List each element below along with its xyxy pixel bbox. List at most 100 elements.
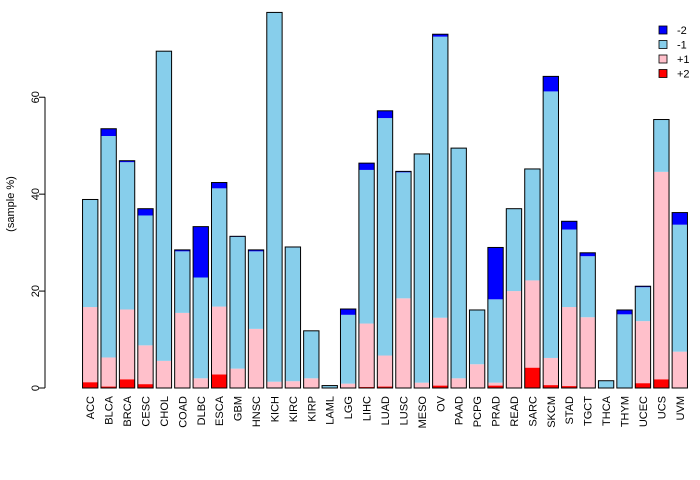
x-tick-label: BLCA: [104, 395, 116, 424]
bar-group-tgct: [579, 252, 596, 389]
bar-segment: [285, 247, 301, 382]
bar-group-dlbc: [192, 226, 209, 389]
bar-group-stad: [561, 220, 578, 389]
x-tick-label: TGCT: [583, 396, 595, 426]
x-tick-label: PRAD: [491, 396, 503, 427]
legend-swatch: [658, 40, 668, 49]
legend-swatch: [658, 25, 668, 35]
bar-segment: [432, 317, 448, 386]
bar-group-brca: [118, 160, 136, 389]
bar-segment: [137, 345, 154, 385]
bar-segment: [100, 128, 117, 136]
y-tick-label: 40: [30, 188, 42, 200]
bar-segment: [119, 160, 135, 163]
bar-segment: [174, 249, 191, 252]
bar-outline: [82, 198, 99, 389]
bar-outline: [247, 249, 265, 389]
bar-segment: [635, 287, 651, 322]
bar-segment: [672, 212, 688, 225]
x-tick-label: CESC: [140, 396, 152, 427]
bar-segment: [193, 226, 209, 278]
x-tick-label: LGG: [343, 396, 355, 419]
bar-segment: [340, 314, 356, 384]
y-axis-label: (sample %): [5, 176, 17, 232]
bar-group-ucec: [634, 285, 652, 389]
bar-segment: [414, 153, 430, 383]
bar-segment: [561, 229, 577, 308]
bar-outline: [118, 160, 136, 389]
bar-outline: [100, 128, 117, 389]
bar-segment: [285, 381, 301, 388]
bar-group-esca: [211, 182, 228, 389]
bar-segment: [543, 385, 559, 388]
bar-outline: [229, 235, 246, 389]
x-tick-label: READ: [509, 396, 521, 427]
bar-segment: [579, 256, 596, 318]
legend-label: -2: [677, 25, 687, 37]
bar-group-thym: [616, 309, 633, 389]
y-axis: 0 20 40 60: [30, 91, 46, 391]
bar-outline: [542, 75, 559, 389]
bar-segment: [137, 384, 154, 388]
y-tick-label: 20: [30, 285, 42, 297]
bar-group-hnsc: [247, 249, 265, 389]
y-tick-label: 60: [30, 91, 42, 103]
bar-segment: [469, 309, 485, 365]
bar-segment: [174, 251, 191, 313]
bar-group-prad: [487, 246, 504, 389]
bar-segment: [672, 351, 688, 388]
x-tick-label: KIRP: [306, 396, 318, 422]
bar-segment: [451, 148, 467, 379]
bar-group-chol: [155, 50, 173, 389]
bar-segment: [487, 247, 504, 300]
bar-segment: [543, 357, 559, 386]
bar-outline: [395, 170, 412, 389]
bar-outline: [616, 309, 633, 389]
bar-group-read: [505, 208, 523, 389]
bar-outline: [597, 380, 615, 389]
bar-segment: [82, 382, 98, 388]
bar-group-lgg: [339, 308, 357, 389]
x-tick-label: SKCM: [546, 396, 558, 428]
bar-group-thca: [597, 380, 615, 389]
bar-segment: [100, 386, 117, 388]
bar-segment: [82, 307, 98, 383]
bar-segment: [358, 169, 375, 324]
bar-segment: [543, 91, 559, 358]
bar-outline: [413, 153, 431, 389]
legend-swatch: [658, 69, 668, 78]
bar-outline: [155, 50, 173, 389]
bar-segment: [303, 378, 319, 388]
bar-group-skcm: [542, 75, 559, 389]
bar-segment: [469, 364, 485, 388]
bar-outline: [137, 208, 154, 389]
bar-outline: [653, 119, 670, 389]
legend-label: +1: [677, 54, 690, 66]
bar-outline: [579, 252, 596, 389]
x-tick-label: SARC: [527, 396, 539, 427]
x-tick-label: CHOL: [159, 396, 171, 427]
x-tick-label: PCPG: [472, 396, 484, 427]
y-tick-label: 0: [30, 385, 42, 391]
bar-segment: [561, 221, 577, 230]
x-tick-label: HNSC: [251, 396, 263, 427]
bar-group-kirc: [284, 246, 302, 389]
bar-outline: [358, 162, 375, 389]
legend-item: +1: [658, 54, 690, 66]
bar-segment: [377, 118, 393, 356]
bar-group-luad: [376, 110, 394, 389]
bar-segment: [340, 309, 356, 315]
bar-segment: [100, 136, 117, 358]
bar-outline: [284, 246, 302, 389]
x-tick-label: UVM: [675, 396, 687, 420]
legend-item: +2: [658, 69, 690, 81]
bar-outline: [303, 330, 320, 389]
bar-outline: [505, 208, 523, 389]
bar-segment: [432, 36, 448, 318]
bar-group-laml: [321, 385, 338, 389]
bar-segment: [358, 323, 375, 388]
legend: -2 -1 +1 +2: [658, 25, 690, 81]
bar-outline: [487, 246, 504, 389]
x-tick-label: THYM: [620, 396, 632, 427]
